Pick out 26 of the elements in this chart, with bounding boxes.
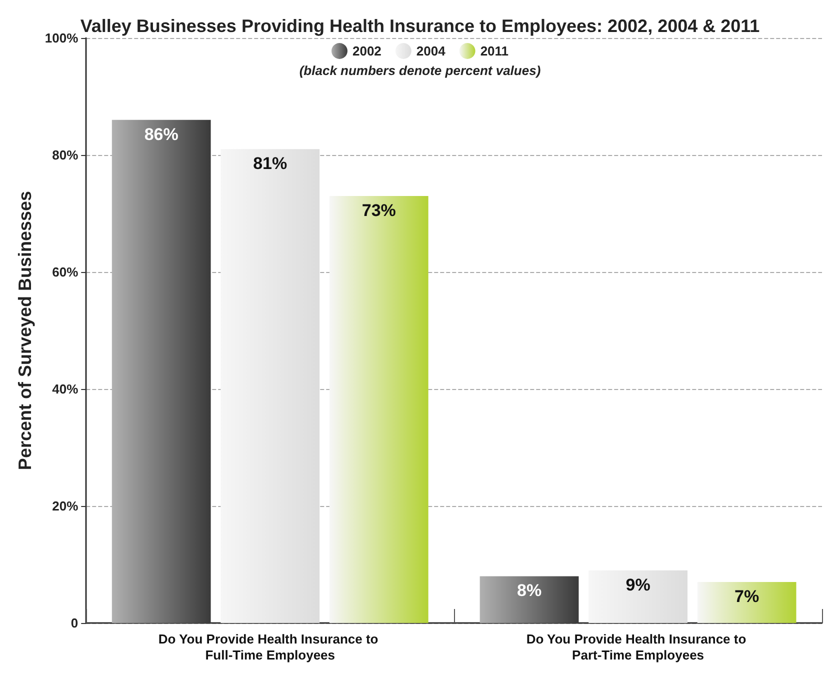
bar [329, 196, 428, 623]
bar [220, 149, 320, 623]
bar [588, 570, 688, 623]
y-tick-label: 0 [70, 616, 78, 630]
data-label: 86% [144, 124, 178, 144]
y-axis-title: Percent of Surveyed Businesses [15, 190, 35, 470]
y-tick-label: 80% [52, 148, 79, 162]
x-tick-label: Do You Provide Health Insurance to Part-Time Employees [526, 632, 750, 662]
y-tick-label: 100% [44, 30, 79, 46]
bar [480, 576, 579, 623]
data-label: 73% [362, 200, 396, 220]
legend-label: 2002 [352, 44, 382, 58]
data-label: 81% [253, 154, 288, 174]
bar [697, 582, 796, 623]
data-label: 7% [734, 587, 760, 606]
bar [112, 120, 211, 623]
data-label: 8% [516, 581, 542, 600]
x-tick-label: Do You Provide Health Insurance to Full-Time Employees [158, 632, 382, 662]
y-tick-label: 20% [52, 498, 79, 514]
y-tick-label: 40% [52, 382, 79, 396]
y-tick-label: 60% [52, 264, 79, 280]
data-label: 9% [626, 575, 650, 594]
annotation: (black numbers denote percent values) [299, 63, 541, 78]
legend-label: 2004 [416, 44, 446, 58]
legend-label: 2011 [480, 44, 509, 58]
chart-title: Valley Businesses Providing Health Insurance to Employees: 2002, 2004 & 2011 [80, 16, 760, 36]
